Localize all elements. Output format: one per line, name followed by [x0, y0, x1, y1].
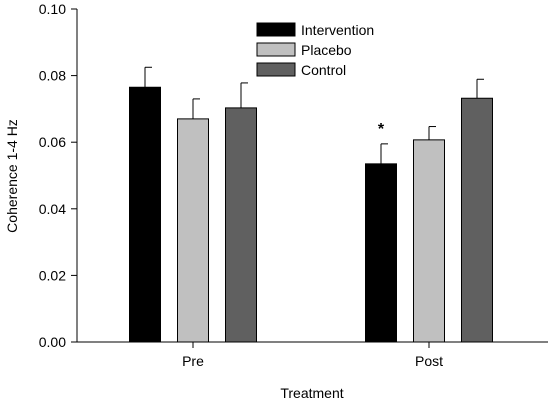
bar-post-placebo: [413, 139, 445, 343]
bar-pre-control: [225, 107, 257, 343]
legend-swatch-placebo: [256, 42, 296, 57]
legend-label-intervention: Intervention: [301, 22, 374, 38]
legend-swatch-intervention: [256, 22, 296, 37]
significance-marker: *: [378, 121, 385, 138]
y-tick-label-5: 0.10: [39, 1, 66, 17]
bar-pre-placebo: [177, 118, 209, 343]
y-tick-label-4: 0.08: [39, 68, 66, 84]
y-tick-label-1: 0.02: [39, 267, 66, 283]
x-tick-label-pre: Pre: [182, 353, 204, 369]
x-axis-title: Treatment: [280, 385, 343, 401]
y-axis-title: Coherence 1-4 Hz: [4, 119, 20, 233]
bar-post-intervention: [365, 163, 397, 343]
y-tick-label-2: 0.04: [39, 201, 66, 217]
legend-label-placebo: Placebo: [301, 42, 352, 58]
bar-pre-intervention: [129, 86, 161, 343]
plot-area: 0.00 0.02 0.04 0.06 0.08 0.10 Pre Post * Interven…: [39, 1, 548, 369]
x-tick-label-post: Post: [415, 353, 443, 369]
legend-label-control: Control: [301, 62, 346, 78]
bar-post-control: [461, 97, 493, 343]
legend-swatch-control: [256, 62, 296, 77]
y-tick-label-3: 0.06: [39, 134, 66, 150]
y-tick-label-0: 0.00: [39, 334, 66, 350]
